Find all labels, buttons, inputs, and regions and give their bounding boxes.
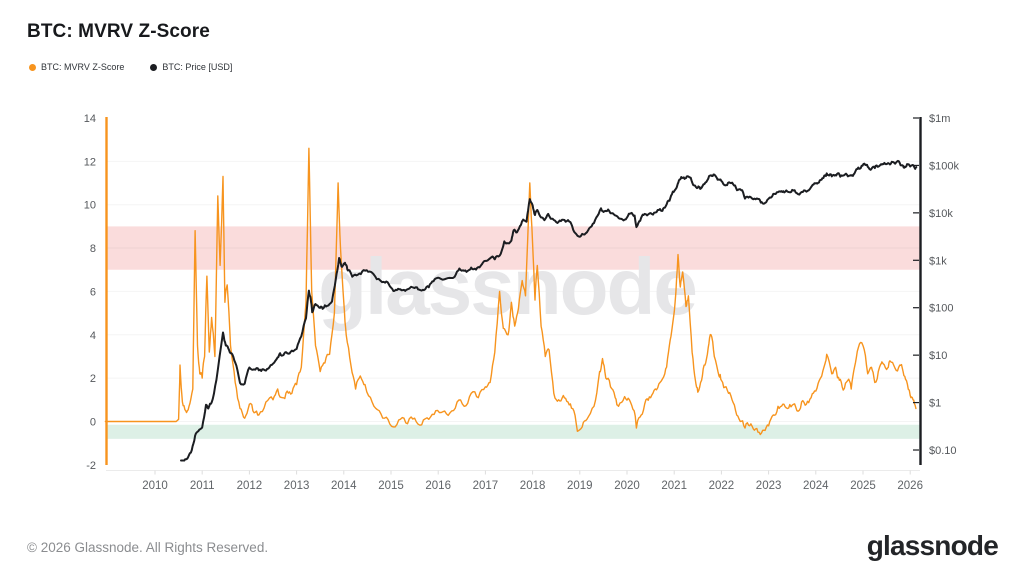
svg-text:2019: 2019 — [567, 480, 593, 492]
svg-text:$1m: $1m — [929, 113, 950, 125]
mvrv-series-dot-icon — [29, 63, 36, 71]
svg-text:6: 6 — [90, 286, 96, 298]
x-axis-labels: 2010 2011 2012 2013 2014 2015 2016 2017 2018 2019… — [142, 470, 923, 492]
svg-text:2024: 2024 — [803, 480, 829, 492]
price-series-dot-icon — [150, 63, 158, 71]
svg-text:2015: 2015 — [378, 480, 404, 492]
svg-text:12: 12 — [84, 156, 96, 168]
copyright-text: © 2026 Glassnode. All Rights Reserved. — [27, 540, 269, 555]
series-lines — [104, 147, 918, 462]
svg-text:$1k: $1k — [929, 255, 947, 267]
svg-text:2023: 2023 — [756, 480, 782, 492]
btc-price-line — [180, 159, 918, 462]
svg-text:4: 4 — [90, 330, 96, 342]
svg-text:2017: 2017 — [473, 480, 499, 492]
svg-text:2026: 2026 — [897, 480, 923, 492]
legend-label: BTC: MVRV Z-Score — [41, 62, 125, 72]
svg-text:2014: 2014 — [331, 480, 357, 492]
svg-text:$10: $10 — [929, 350, 947, 362]
chart-legend: BTC: MVRV Z-Score BTC: Price [USD] — [29, 62, 232, 72]
gridlines — [106, 160, 920, 422]
svg-text:0: 0 — [90, 417, 96, 429]
left-axis-labels: -2 0 2 4 6 8 10 12 14 — [84, 113, 96, 472]
svg-text:14: 14 — [84, 113, 96, 125]
svg-text:$0.10: $0.10 — [929, 445, 957, 457]
svg-text:2025: 2025 — [850, 480, 876, 492]
legend-label: BTC: Price [USD] — [162, 62, 233, 72]
svg-text:2011: 2011 — [190, 480, 215, 492]
band-1 — [106, 424, 920, 439]
svg-text:2018: 2018 — [520, 480, 546, 492]
legend-item-mvrv-zscore[interactable]: BTC: MVRV Z-Score — [29, 62, 124, 72]
svg-text:-2: -2 — [86, 460, 96, 472]
svg-text:8: 8 — [90, 243, 96, 255]
svg-text:2013: 2013 — [284, 480, 310, 492]
svg-text:2010: 2010 — [142, 480, 168, 492]
mvrv-zscore-line — [104, 147, 917, 436]
svg-text:2021: 2021 — [661, 480, 687, 492]
svg-text:2012: 2012 — [237, 480, 263, 492]
svg-text:2022: 2022 — [709, 480, 735, 492]
svg-text:2020: 2020 — [614, 480, 640, 492]
svg-text:$100: $100 — [929, 303, 953, 315]
page-title: BTC: MVRV Z-Score — [27, 21, 210, 42]
svg-text:$10k: $10k — [929, 208, 953, 220]
glassnode-logo: glassnode — [866, 530, 999, 561]
svg-text:$100k: $100k — [929, 160, 959, 172]
svg-text:2: 2 — [90, 373, 96, 385]
glassnode-watermark: glassnode — [318, 242, 696, 331]
svg-text:10: 10 — [84, 200, 96, 212]
right-axis-labels: $0.10 $1 $10 $100 $1k $10k $100k $1m — [913, 113, 959, 457]
svg-text:$1: $1 — [929, 398, 941, 410]
legend-item-btc-price[interactable]: BTC: Price [USD] — [150, 62, 232, 72]
svg-text:2016: 2016 — [425, 480, 451, 492]
